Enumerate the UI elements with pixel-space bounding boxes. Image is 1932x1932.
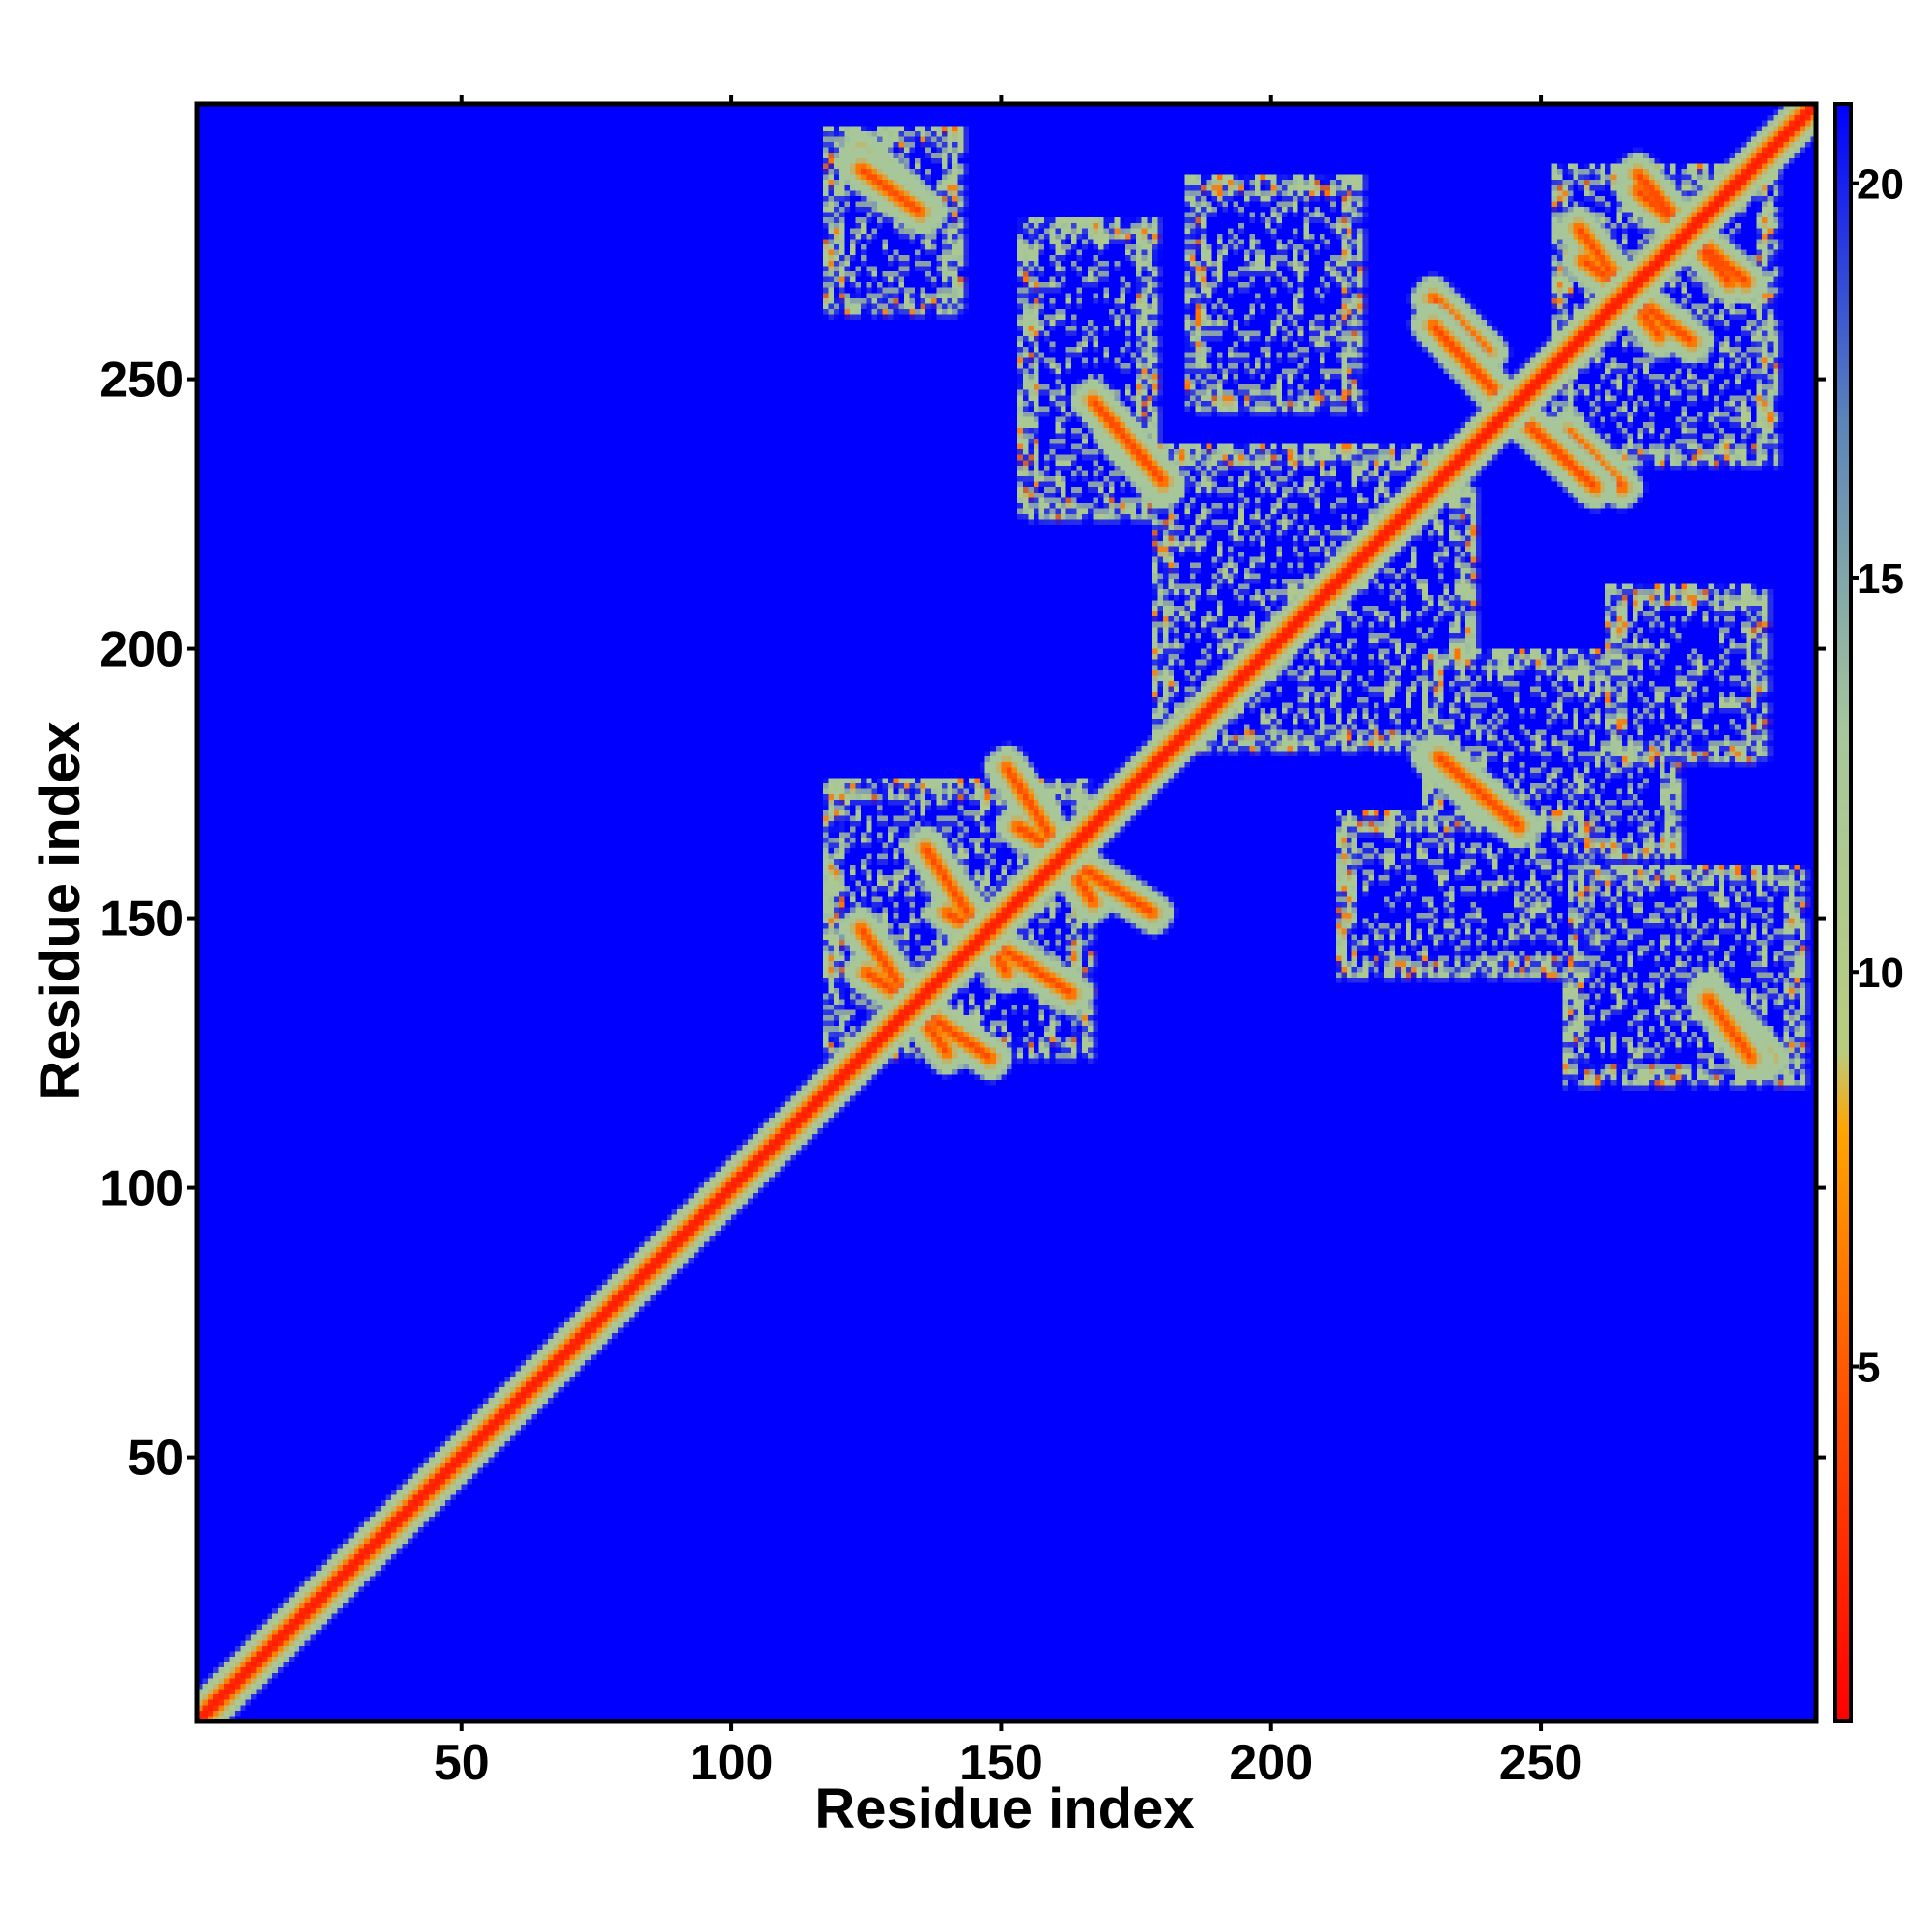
colorbar-tick-label-10: 10	[1857, 950, 1904, 997]
colorbar-tick-label-15: 15	[1857, 555, 1904, 603]
plot-frame	[194, 101, 1819, 1724]
colorbar-tick-label-5: 5	[1857, 1345, 1880, 1392]
axes: 50 100 150 200 250 50 100 150 200 250	[99, 95, 1826, 1791]
heatmap	[197, 104, 1816, 1721]
x-tick-label-150: 150	[959, 1735, 1043, 1791]
x-tick-label-250: 250	[1499, 1735, 1583, 1791]
colorbar: 5 10 15 20	[1833, 102, 1904, 1723]
y-tick-label-200: 200	[99, 622, 184, 678]
y-tick-label-150: 150	[99, 892, 184, 948]
y-tick-label-100: 100	[99, 1161, 184, 1217]
x-tick-label-50: 50	[434, 1735, 490, 1791]
x-axis-title: Residue index	[814, 1777, 1194, 1840]
x-tick-label-200: 200	[1229, 1735, 1313, 1791]
x-tick-label-100: 100	[690, 1735, 774, 1791]
heatmap-image	[197, 104, 1816, 1721]
y-axis-title: Residue index	[29, 721, 92, 1100]
colorbar-bar	[1833, 102, 1853, 1723]
y-tick-label-250: 250	[99, 353, 184, 409]
y-tick-label-50: 50	[128, 1431, 184, 1487]
colorbar-tick-label-20: 20	[1857, 161, 1904, 209]
